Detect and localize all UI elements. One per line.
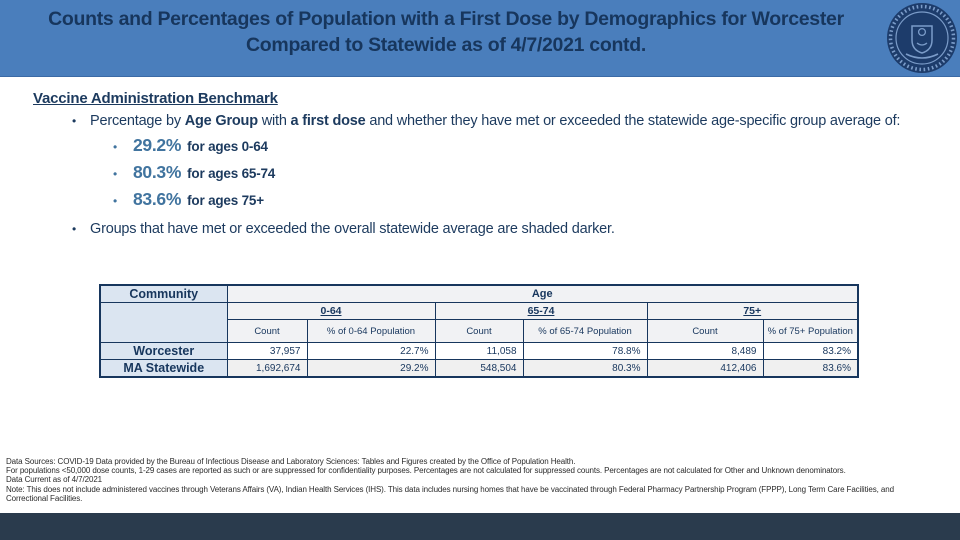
pct-0-64: 29.2% bbox=[133, 135, 182, 155]
ma-dph-seal-logo bbox=[886, 2, 958, 74]
bullet-icon: • bbox=[72, 222, 77, 236]
data-cell: 80.3% bbox=[522, 359, 648, 378]
bullet-shaded-note-text: Groups that have met or exceeded the ove… bbox=[90, 221, 615, 237]
table-row-ma-statewide: MA Statewide 1,692,674 29.2% 548,504 80.… bbox=[99, 359, 859, 378]
age-header-cell: Age bbox=[226, 284, 859, 303]
table-row-age-header: Community Age bbox=[99, 284, 859, 303]
data-cell: 83.6% bbox=[762, 359, 859, 378]
title-band: Counts and Percentages of Population wit… bbox=[0, 0, 960, 77]
sub-bullet-ages-65-74: • 80.3% for ages 65-74 bbox=[113, 162, 960, 186]
col-header: Count bbox=[646, 319, 764, 343]
community-name-cell: MA Statewide bbox=[99, 359, 228, 378]
pct-75plus: 83.6% bbox=[133, 189, 182, 209]
col-header: % of 0-64 Population bbox=[306, 319, 436, 343]
bullet-shaded-note: • Groups that have met or exceeded the o… bbox=[72, 219, 920, 240]
footnote-suppression: For populations <50,000 dose counts, 1-2… bbox=[6, 466, 846, 476]
bullet-icon: • bbox=[72, 114, 77, 128]
bullet-icon: • bbox=[113, 140, 118, 154]
bullet-age-group-text: Percentage by Age Group with a first dos… bbox=[90, 113, 901, 129]
footnote-note-line1: Note: This does not include administered… bbox=[6, 484, 894, 494]
bullet-icon: • bbox=[113, 194, 118, 208]
table-row-age-groups: 0-64 65-74 75+ bbox=[99, 302, 859, 343]
data-cell: 1,692,674 bbox=[226, 359, 308, 378]
table-row-sub-headers: Count % of 0-64 Population Count % of 65… bbox=[100, 319, 859, 343]
footnote-note-line2: Correctional Facilities. bbox=[6, 493, 83, 503]
col-header: % of 65-74 Population bbox=[522, 319, 648, 343]
age-group-65-74-cell: 65-74 bbox=[434, 302, 648, 320]
data-cell: 29.2% bbox=[306, 359, 436, 378]
data-cell: 37,957 bbox=[226, 342, 308, 360]
slide-title: Counts and Percentages of Population wit… bbox=[48, 8, 844, 56]
data-cell: 8,489 bbox=[646, 342, 764, 360]
data-cell: 11,058 bbox=[434, 342, 524, 360]
benchmark-heading: Vaccine Administration Benchmark bbox=[33, 90, 278, 107]
pct-75plus-label: for ages 75+ bbox=[187, 193, 264, 208]
community-header-cell: Community bbox=[99, 284, 228, 303]
table-row-worcester: Worcester 37,957 22.7% 11,058 78.8% 8,48… bbox=[99, 342, 859, 360]
age-group-0-64-cell: 0-64 bbox=[226, 302, 436, 320]
col-header: % of 75+ Population bbox=[762, 319, 859, 343]
col-header: Count bbox=[434, 319, 524, 343]
footnote-data-sources: Data Sources: COVID-19 Data provided by … bbox=[6, 457, 576, 466]
bullet-icon: • bbox=[113, 167, 118, 181]
col-header: Count bbox=[226, 319, 308, 343]
sub-bullet-ages-0-64: • 29.2% for ages 0-64 bbox=[113, 135, 960, 159]
benchmark-table-container: Community Age 0-64 65-74 75+ Count % of … bbox=[99, 284, 859, 378]
data-cell: 78.8% bbox=[522, 342, 648, 360]
footnotes: Data Sources: COVID-19 Data provided by … bbox=[6, 457, 954, 503]
sub-bullet-ages-75plus: • 83.6% for ages 75+ bbox=[113, 189, 960, 213]
data-cell: 83.2% bbox=[762, 342, 859, 360]
slide-body: Vaccine Administration Benchmark • Perce… bbox=[0, 84, 960, 240]
data-cell: 548,504 bbox=[434, 359, 524, 378]
data-cell: 22.7% bbox=[306, 342, 436, 360]
pct-0-64-label: for ages 0-64 bbox=[187, 139, 268, 154]
bottom-band bbox=[0, 513, 960, 540]
blank-cell bbox=[99, 302, 228, 343]
benchmark-table: Community Age 0-64 65-74 75+ Count % of … bbox=[99, 284, 859, 378]
pct-65-74: 80.3% bbox=[133, 162, 182, 182]
community-name-cell: Worcester bbox=[99, 342, 228, 360]
data-cell: 412,406 bbox=[646, 359, 764, 378]
footnote-data-current: Data Current as of 4/7/2021 bbox=[6, 475, 103, 485]
pct-65-74-label: for ages 65-74 bbox=[187, 166, 276, 181]
age-group-75plus-cell: 75+ bbox=[646, 302, 859, 320]
bullet-age-group: • Percentage by Age Group with a first d… bbox=[72, 111, 920, 132]
